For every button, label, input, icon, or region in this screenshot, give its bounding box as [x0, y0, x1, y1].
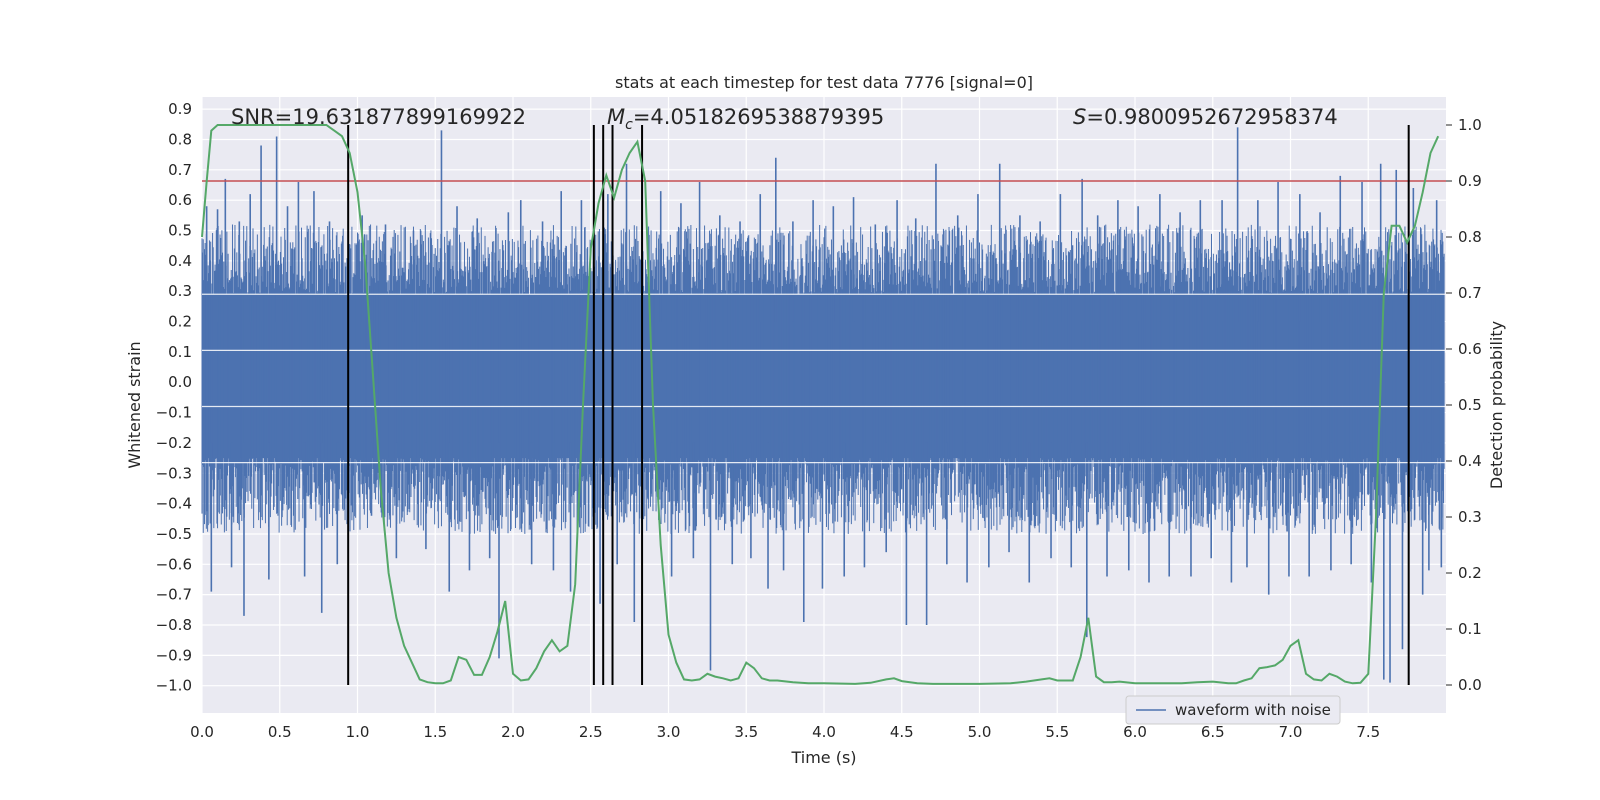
x-tick-label: 7.0 — [1279, 723, 1303, 741]
snr-annotation: SNR=19.631877899169922 — [231, 105, 526, 129]
y-left-tick-label: −0.2 — [156, 434, 192, 452]
x-tick-label: 5.0 — [968, 723, 992, 741]
x-axis-label: Time (s) — [790, 748, 856, 767]
y-right-tick-label: 0.4 — [1458, 452, 1482, 470]
s-annotation: S=0.9800952672958374 — [1073, 105, 1338, 129]
x-tick-label: 2.5 — [579, 723, 603, 741]
y-left-tick-label: −0.1 — [156, 404, 192, 422]
y-right-tick-label: 0.5 — [1458, 396, 1482, 414]
chirp-mass-symbol: M — [607, 105, 625, 129]
y-right-tick-label: 0.9 — [1458, 172, 1482, 190]
y-left-tick-label: 0.3 — [168, 282, 192, 300]
y-left-tick-label: 0.5 — [168, 222, 192, 240]
x-tick-label: 1.0 — [346, 723, 370, 741]
chirp-mass-value: =4.0518269538879395 — [633, 105, 884, 129]
chirp-mass-subscript: c — [625, 117, 633, 133]
x-tick-label: 2.0 — [501, 723, 525, 741]
y-right-tick-label: 0.2 — [1458, 564, 1482, 582]
y-left-tick-label: −1.0 — [156, 677, 192, 695]
x-axis-ticks: 0.0 0.5 1.0 1.5 2.0 2.5 3.0 3.5 4.0 4.5 5.0 5.5 6.0 6… — [190, 723, 1380, 741]
y-right-tick-label: 0.8 — [1458, 228, 1482, 246]
y-left-tick-label: 0.9 — [168, 100, 192, 118]
y-right-axis-ticks: 1.0 0.9 0.8 0.7 0.6 0.5 0.4 0.3 0.2 0.1 0.0 — [1446, 116, 1482, 694]
y-left-tick-label: 0.1 — [168, 343, 192, 361]
y-left-tick-label: 0.0 — [168, 373, 192, 391]
chart-title: stats at each timestep for test data 777… — [615, 73, 1033, 92]
y-right-axis-label: Detection probability — [1487, 321, 1506, 489]
probability-series — [201, 124, 1440, 685]
y-right-tick-label: 0.6 — [1458, 340, 1482, 358]
x-tick-label: 0.5 — [268, 723, 292, 741]
x-tick-label: 4.5 — [890, 723, 914, 741]
y-left-tick-label: −0.6 — [156, 555, 192, 573]
y-left-tick-label: −0.3 — [156, 464, 192, 482]
waveform-series — [201, 127, 1446, 683]
y-right-tick-label: 0.3 — [1458, 508, 1482, 526]
y-left-tick-label: −0.7 — [156, 586, 192, 604]
x-tick-label: 5.5 — [1045, 723, 1069, 741]
y-left-tick-label: −0.9 — [156, 646, 192, 664]
y-right-tick-label: 1.0 — [1458, 116, 1482, 134]
y-left-tick-label: 0.2 — [168, 313, 192, 331]
x-tick-label: 7.5 — [1356, 723, 1380, 741]
y-right-tick-label: 0.0 — [1458, 676, 1482, 694]
y-left-axis-ticks: 0.9 0.8 0.7 0.6 0.5 0.4 0.3 0.2 0.1 0.0 −0.1 −0.2 −0… — [156, 100, 192, 695]
y-left-tick-label: −0.5 — [156, 525, 192, 543]
s-symbol: S — [1073, 105, 1086, 129]
legend-label: waveform with noise — [1175, 701, 1331, 719]
legend-box — [1125, 695, 1341, 725]
x-tick-label: 3.0 — [657, 723, 681, 741]
x-tick-label: 1.5 — [423, 723, 447, 741]
x-tick-label: 6.5 — [1201, 723, 1225, 741]
y-left-tick-label: 0.8 — [168, 130, 192, 148]
y-left-tick-label: 0.6 — [168, 191, 192, 209]
x-tick-label: 6.0 — [1123, 723, 1147, 741]
y-left-tick-label: −0.4 — [156, 495, 192, 513]
y-right-tick-label: 0.7 — [1458, 284, 1482, 302]
chirp-mass-annotation: Mc=4.0518269538879395 — [607, 105, 884, 133]
y-right-tick-label: 0.1 — [1458, 620, 1482, 638]
x-tick-label: 4.0 — [812, 723, 836, 741]
legend: waveform with noise — [1125, 695, 1341, 725]
y-left-axis-label: Whitened strain — [125, 341, 144, 468]
y-left-tick-label: 0.7 — [168, 161, 192, 179]
x-tick-label: 3.5 — [734, 723, 758, 741]
vertical-markers — [347, 125, 1410, 685]
y-left-tick-label: −0.8 — [156, 616, 192, 634]
probability-line — [201, 124, 1440, 685]
s-value: =0.9800952672958374 — [1086, 105, 1337, 129]
x-tick-label: 0.0 — [190, 723, 214, 741]
y-left-tick-label: 0.4 — [168, 252, 192, 270]
